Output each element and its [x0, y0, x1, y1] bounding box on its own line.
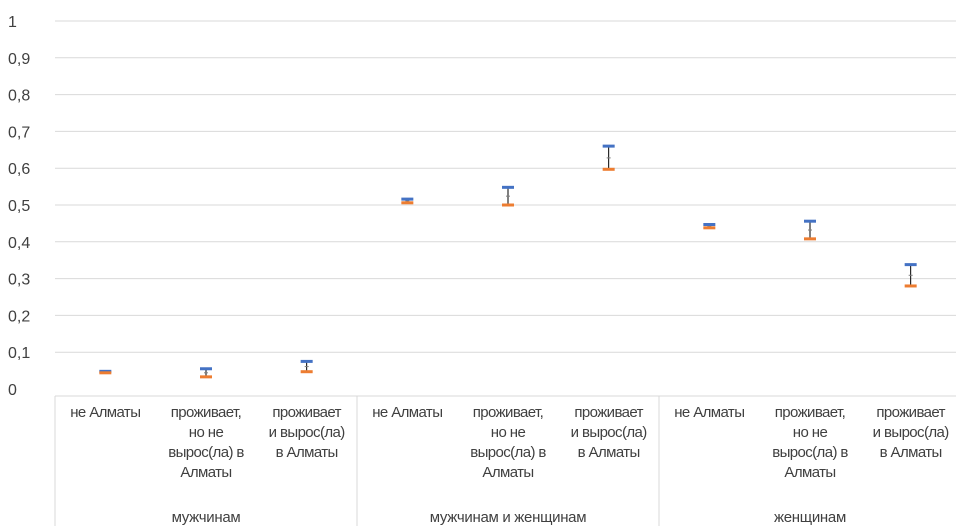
x-category-label: проживает, но не вырос(ла) в Алматы: [470, 404, 546, 481]
x-category-label: не Алматы: [372, 404, 442, 421]
y-axis-tick-labels: 0 0,1 0,2 0,3 0,4 0,5 0,6 0,7 0,8 0,9 1: [8, 14, 30, 399]
y-tick-label: 0,5: [8, 198, 30, 215]
low-marker: [502, 203, 514, 207]
low-marker: [300, 370, 313, 374]
high-marker: [602, 144, 615, 148]
plot-marks: [99, 144, 917, 379]
y-tick-label: 0,4: [8, 235, 30, 252]
x-group-label: мужчинам: [172, 509, 241, 526]
low-marker: [804, 237, 816, 241]
y-tick-label: 0,8: [8, 88, 30, 105]
x-category-label: проживает, но не вырос(ла) в Алматы: [168, 404, 244, 481]
y-tick-label: 0,3: [8, 272, 30, 289]
y-tick-label: 0,9: [8, 51, 30, 68]
x-group-label: женщинам: [774, 509, 846, 526]
x-group-label: мужчинам и женщинам: [430, 509, 586, 526]
high-marker: [703, 223, 716, 227]
y-tick-label: 1: [8, 14, 17, 31]
high-marker: [904, 263, 917, 267]
x-category-label: не Алматы: [70, 404, 140, 421]
low-marker: [200, 375, 212, 379]
x-category-label: не Алматы: [674, 404, 744, 421]
y-tick-label: 0,7: [8, 124, 30, 141]
high-marker: [401, 197, 414, 201]
low-marker: [904, 284, 917, 288]
x-category-label: проживает и вырос(ла) в Алматы: [269, 404, 346, 461]
y-tick-label: 0,2: [8, 308, 30, 325]
x-category-label: проживает, но не вырос(ла) в Алматы: [772, 404, 848, 481]
high-marker: [502, 185, 514, 189]
low-marker: [602, 167, 615, 171]
y-tick-label: 0,1: [8, 345, 30, 362]
high-marker: [804, 219, 816, 223]
low-marker: [401, 201, 414, 205]
y-tick-label: 0: [8, 382, 17, 399]
low-marker: [703, 226, 716, 230]
y-tick-label: 0,6: [8, 161, 30, 178]
high-marker: [200, 367, 212, 371]
high-marker: [300, 359, 313, 363]
x-category-label: проживает и вырос(ла) в Алматы: [873, 404, 950, 461]
x-axis: не Алматы проживает, но не вырос(ла) в Алмат…: [54, 395, 956, 526]
low-marker: [99, 371, 112, 375]
x-category-label: проживает и вырос(ла) в Алматы: [571, 404, 648, 461]
